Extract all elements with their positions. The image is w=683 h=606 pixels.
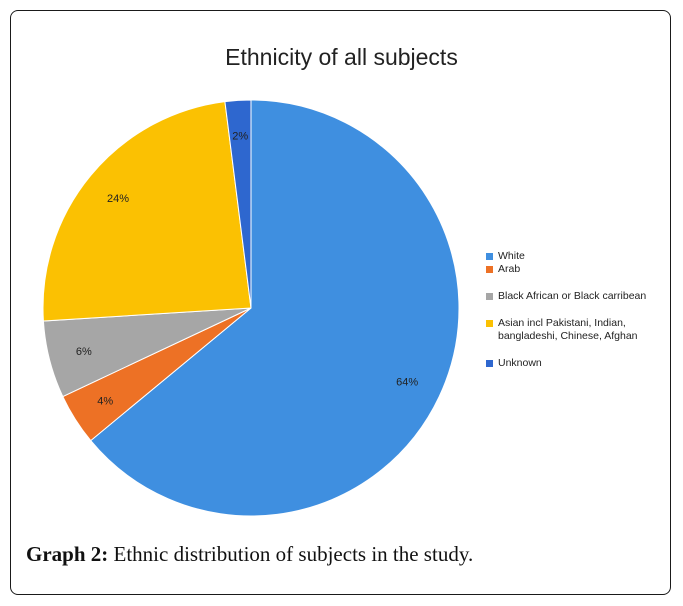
legend-swatch bbox=[486, 253, 493, 260]
legend-item: Unknown bbox=[486, 357, 676, 370]
data-label: 6% bbox=[76, 346, 92, 358]
caption-text: Ethnic distribution of subjects in the s… bbox=[108, 542, 474, 566]
legend-label: Unknown bbox=[498, 357, 542, 369]
legend-item: Black African or Black carribean bbox=[486, 290, 676, 303]
chart-title: Ethnicity of all subjects bbox=[225, 44, 458, 70]
legend-swatch bbox=[486, 266, 493, 273]
legend-item: White bbox=[486, 250, 676, 263]
data-label: 2% bbox=[232, 131, 248, 143]
pie-slice-white bbox=[90, 99, 460, 517]
legend: White Arab Black African or Black carribea… bbox=[486, 250, 676, 370]
data-label: 64% bbox=[396, 377, 418, 389]
pie-slice-unknown bbox=[224, 99, 252, 309]
legend-label: Arab bbox=[498, 263, 521, 275]
data-label: 4% bbox=[97, 396, 113, 408]
legend-swatch bbox=[486, 320, 493, 327]
figure-caption: Graph 2: Ethnic distribution of subjects… bbox=[26, 542, 473, 567]
legend-item: Arab bbox=[486, 263, 676, 276]
data-label: 24% bbox=[107, 193, 129, 205]
legend-label: White bbox=[498, 250, 525, 262]
legend-label: Asian incl Pakistani, Indian, bangladesh… bbox=[498, 317, 638, 342]
legend-label: Black African or Black carribean bbox=[498, 290, 647, 302]
caption-label: Graph 2: bbox=[26, 542, 109, 566]
legend-swatch bbox=[486, 293, 493, 300]
pie-slice-asian-incl bbox=[42, 101, 252, 322]
legend-item: Asian incl Pakistani, Indian, bangladesh… bbox=[486, 317, 676, 343]
legend-swatch bbox=[486, 360, 493, 367]
